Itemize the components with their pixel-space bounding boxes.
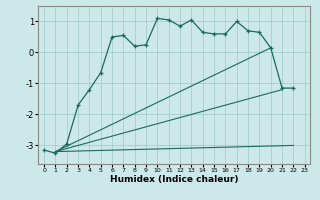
X-axis label: Humidex (Indice chaleur): Humidex (Indice chaleur) xyxy=(110,175,239,184)
